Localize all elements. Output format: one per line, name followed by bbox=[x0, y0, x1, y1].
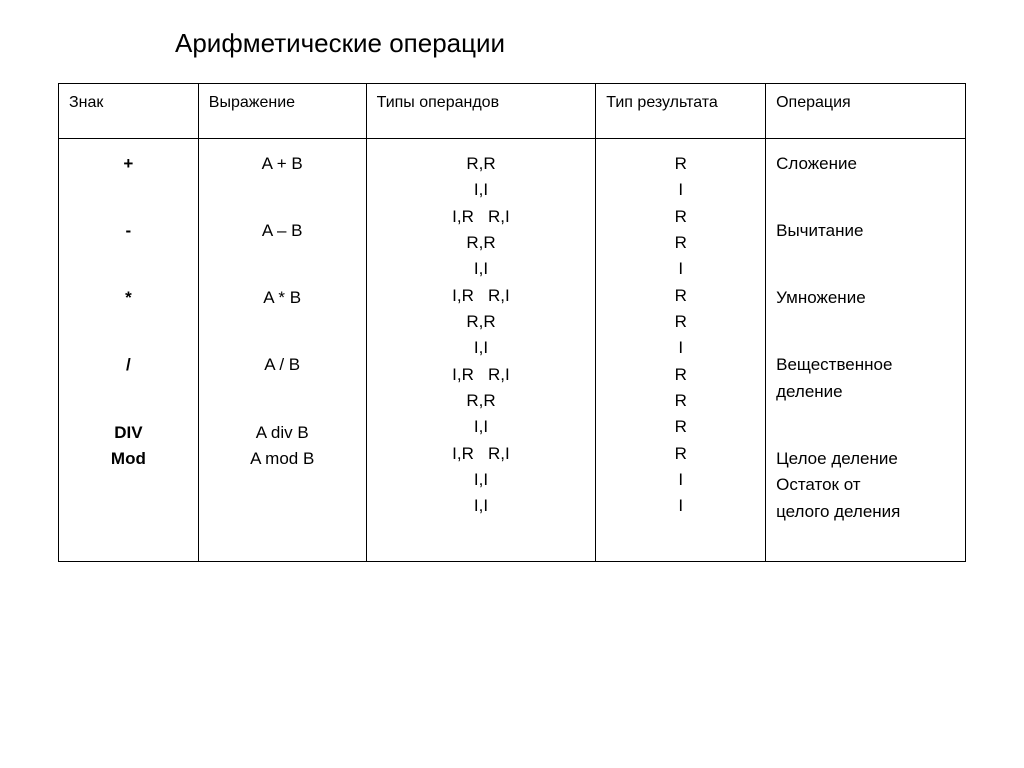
cell-operation: Сложение Вычитание Умножение Вещественноеде… bbox=[766, 139, 966, 562]
operand_types-line: R,R bbox=[377, 230, 586, 256]
expression-line bbox=[209, 177, 356, 197]
sign-line bbox=[69, 177, 188, 197]
expression-line: A * B bbox=[209, 285, 356, 311]
operation-line: Сложение bbox=[776, 151, 955, 177]
result_type-line: R bbox=[606, 283, 755, 309]
operation-line: Целое деление bbox=[776, 446, 955, 472]
operand_types-line: I,R R,I bbox=[377, 441, 586, 467]
expression-line: A mod B bbox=[209, 446, 356, 472]
result_type-line: R bbox=[606, 414, 755, 440]
col-header-operand-types: Типы операндов bbox=[366, 84, 596, 139]
operand_types-line: I,R R,I bbox=[377, 204, 586, 230]
operand_types-line: I,R R,I bbox=[377, 362, 586, 388]
cell-expression: A + B A – B A * B A / B A div BA mod B bbox=[198, 139, 366, 562]
operation-line: деление bbox=[776, 379, 955, 405]
expression-line: A / B bbox=[209, 352, 356, 378]
sign-line bbox=[69, 332, 188, 352]
operand_types-line: I,I bbox=[377, 256, 586, 282]
operation-line bbox=[776, 332, 955, 352]
expression-line: A div B bbox=[209, 420, 356, 446]
result_type-line: R bbox=[606, 388, 755, 414]
expression-line bbox=[209, 244, 356, 264]
sign-line bbox=[69, 312, 188, 332]
operation-line bbox=[776, 198, 955, 218]
operand_types-line: I,I bbox=[377, 177, 586, 203]
result_type-line: R bbox=[606, 204, 755, 230]
table-header: Знак Выражение Типы операндов Тип резуль… bbox=[59, 84, 966, 139]
operation-line bbox=[776, 177, 955, 197]
result_type-line: R bbox=[606, 309, 755, 335]
table-body: + - * / DIVMod A + B A – B A * B A / B A div BA … bbox=[59, 139, 966, 562]
result_type-line: I bbox=[606, 256, 755, 282]
operation-line bbox=[776, 425, 955, 445]
operand_types-line: R,R bbox=[377, 309, 586, 335]
sign-line bbox=[69, 379, 188, 399]
expression-line bbox=[209, 312, 356, 332]
sign-line bbox=[69, 244, 188, 264]
operation-line bbox=[776, 312, 955, 332]
expression-line: A – B bbox=[209, 218, 356, 244]
operation-line bbox=[776, 405, 955, 425]
operand_types-line: I,I bbox=[377, 493, 586, 519]
page-title: Арифметические операции bbox=[175, 28, 1024, 59]
cell-result-type: RIRRIRRIRRRRII bbox=[596, 139, 766, 562]
operand_types-line: R,R bbox=[377, 388, 586, 414]
sign-line: * bbox=[69, 285, 188, 311]
operation-line bbox=[776, 244, 955, 264]
operand_types-line: I,R R,I bbox=[377, 283, 586, 309]
result_type-line: R bbox=[606, 362, 755, 388]
operand_types-line: I,I bbox=[377, 467, 586, 493]
result_type-line: R bbox=[606, 151, 755, 177]
result_type-line: R bbox=[606, 230, 755, 256]
sign-line bbox=[69, 198, 188, 218]
result_type-line: I bbox=[606, 493, 755, 519]
sign-line: DIV bbox=[69, 420, 188, 446]
operation-line: Вычитание bbox=[776, 218, 955, 244]
col-header-expression: Выражение bbox=[198, 84, 366, 139]
operation-line: Вещественное bbox=[776, 352, 955, 378]
table-row: + - * / DIVMod A + B A – B A * B A / B A div BA … bbox=[59, 139, 966, 562]
sign-line: Mod bbox=[69, 446, 188, 472]
expression-line bbox=[209, 198, 356, 218]
sign-line: + bbox=[69, 151, 188, 177]
col-header-operation: Операция bbox=[766, 84, 966, 139]
expression-line: A + B bbox=[209, 151, 356, 177]
cell-operand-types: R,RI,II,R R,IR,RI,II,R R,IR,RI,II,R R,IR… bbox=[366, 139, 596, 562]
sign-line bbox=[69, 265, 188, 285]
operation-line: Умножение bbox=[776, 285, 955, 311]
col-header-result-type: Тип результата bbox=[596, 84, 766, 139]
operand_types-line: I,I bbox=[377, 335, 586, 361]
operation-line: Остаток от bbox=[776, 472, 955, 498]
operand_types-line: R,R bbox=[377, 151, 586, 177]
expression-line bbox=[209, 265, 356, 285]
sign-line: / bbox=[69, 352, 188, 378]
expression-line bbox=[209, 332, 356, 352]
col-header-sign: Знак bbox=[59, 84, 199, 139]
sign-line bbox=[69, 399, 188, 419]
result_type-line: R bbox=[606, 441, 755, 467]
result_type-line: I bbox=[606, 177, 755, 203]
operation-line bbox=[776, 265, 955, 285]
page: Арифметические операции Знак Выражение Т… bbox=[0, 0, 1024, 768]
operand_types-line: I,I bbox=[377, 414, 586, 440]
sign-line: - bbox=[69, 218, 188, 244]
cell-sign: + - * / DIVMod bbox=[59, 139, 199, 562]
result_type-line: I bbox=[606, 467, 755, 493]
operations-table: Знак Выражение Типы операндов Тип резуль… bbox=[58, 83, 966, 562]
operation-line: целого деления bbox=[776, 499, 955, 525]
expression-line bbox=[209, 399, 356, 419]
expression-line bbox=[209, 379, 356, 399]
result_type-line: I bbox=[606, 335, 755, 361]
